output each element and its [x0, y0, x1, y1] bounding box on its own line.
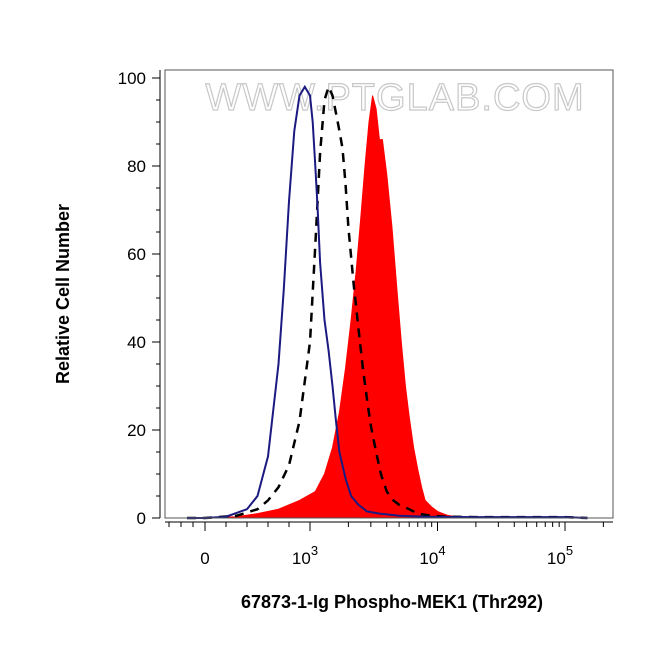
watermark-text: WWW.PTGLAB.COM	[205, 77, 584, 119]
watermark: WWW.PTGLAB.COM	[205, 76, 584, 119]
y-tick-label: 80	[127, 157, 146, 176]
x-tick-exponent: 4	[438, 543, 445, 558]
y-tick-label: 20	[127, 421, 146, 440]
x-tick-label: 0	[200, 549, 209, 568]
y-tick-label: 0	[137, 509, 146, 528]
series-layer	[187, 83, 588, 520]
x-tick-label: 105	[547, 543, 573, 568]
x-tick-label: 103	[292, 543, 318, 568]
y-axis-title: Relative Cell Number	[53, 204, 73, 384]
axes-layer	[159, 69, 614, 523]
plot-frame	[164, 69, 614, 519]
x-tick-label: 104	[419, 543, 445, 568]
y-tick-label: 60	[127, 245, 146, 264]
x-tick-exponent: 3	[311, 543, 318, 558]
x-axis-title: 67873-1-Ig Phospho-MEK1 (Thr292)	[241, 592, 543, 612]
y-tick-label: 100	[118, 69, 146, 88]
x-tick-exponent: 5	[566, 543, 573, 558]
series-filled-sample	[187, 95, 588, 519]
y-tick-label: 40	[127, 333, 146, 352]
series-blue-isotype	[187, 84, 588, 519]
